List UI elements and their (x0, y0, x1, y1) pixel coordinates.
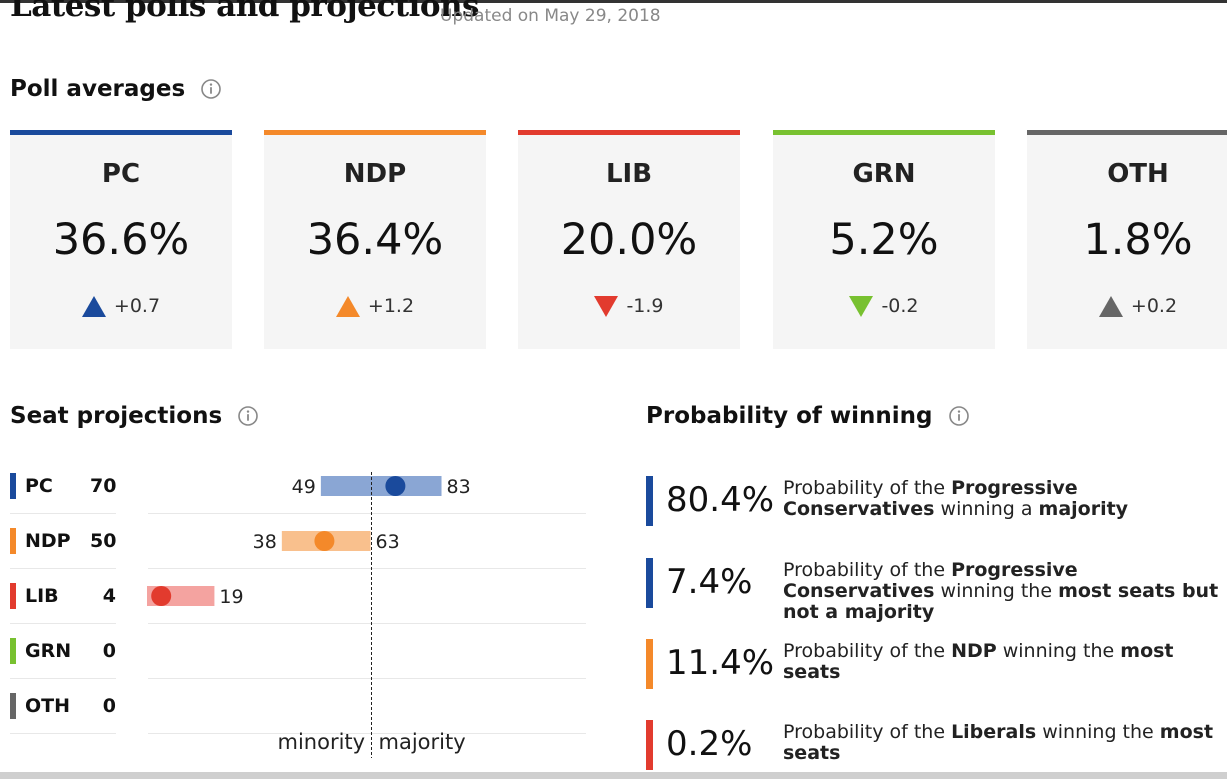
party-color-bar (646, 639, 653, 689)
party-abbr: NDP (343, 159, 407, 189)
poll-percent: 36.6% (52, 215, 190, 265)
probability-heading: Probability of winning (646, 403, 969, 429)
poll-change: -1.9 (518, 295, 740, 317)
party-abbr: LIB (605, 159, 653, 189)
party-abbr: GRN (852, 159, 916, 189)
poll-change: -0.2 (773, 295, 995, 317)
seat-count: 0 (102, 640, 116, 662)
row-divider (148, 568, 586, 569)
poll-change-value: +0.2 (1130, 295, 1178, 317)
poll-change-value: +1.2 (367, 295, 415, 317)
probability-value: 0.2% (666, 724, 753, 764)
poll-averages-heading-text: Poll averages (10, 76, 186, 102)
updated-date: Updated on May 29, 2018 (440, 6, 661, 26)
poll-change: +0.2 (1027, 295, 1227, 317)
party-abbr: LIB (25, 585, 59, 607)
party-abbr: OTH (25, 695, 71, 717)
probability-description: Probability of the Liberals winning the … (783, 721, 1214, 764)
info-icon[interactable] (238, 406, 258, 426)
poll-card-pc: PC 36.6% +0.7 (10, 130, 232, 349)
party-color-swatch (10, 693, 16, 719)
seat-row-grn: GRN 0 (10, 624, 586, 679)
poll-change-value: -0.2 (881, 295, 919, 317)
party-color-bar (646, 720, 653, 770)
row-divider (10, 513, 116, 514)
party-color-swatch (10, 638, 16, 664)
page-title: Latest polls and projections (10, 0, 480, 24)
party-color-bar (646, 558, 653, 608)
triangle-down-icon (849, 295, 874, 317)
seat-projections-heading: Seat projections (10, 403, 258, 429)
poll-card-grn: GRN 5.2% -0.2 (773, 130, 995, 349)
party-abbr: GRN (25, 640, 72, 662)
poll-card-oth: OTH 1.8% +0.2 (1027, 130, 1227, 349)
row-divider (148, 733, 586, 734)
probability-item: 80.4% Probability of the Progressive Con… (646, 476, 1221, 528)
seat-count: 4 (102, 585, 116, 607)
seat-row-ndp: NDP 50 (10, 514, 586, 569)
probability-item: 7.4% Probability of the Progressive Cons… (646, 558, 1221, 623)
party-color-swatch (10, 528, 16, 554)
info-icon[interactable] (948, 406, 969, 426)
seat-row-pc: PC 70 (10, 459, 586, 514)
top-border (0, 0, 1227, 3)
poll-percent: 20.0% (560, 215, 698, 265)
poll-percent: 1.8% (1083, 215, 1193, 265)
seat-row-lib: LIB 4 (10, 569, 586, 624)
party-abbr: NDP (25, 530, 71, 552)
poll-card-ndp: NDP 36.4% +1.2 (264, 130, 486, 349)
seat-count: 70 (90, 475, 117, 497)
bottom-scrollbar-track (0, 772, 1227, 779)
triangle-up-icon (81, 295, 106, 317)
row-divider (10, 623, 116, 624)
probability-heading-text: Probability of winning (646, 403, 933, 429)
probability-description: Probability of the NDP winning the most … (783, 640, 1174, 683)
probability-item: 0.2% Probability of the Liberals winning… (646, 720, 1221, 772)
poll-percent: 36.4% (306, 215, 444, 265)
triangle-up-icon (335, 295, 360, 317)
triangle-down-icon (594, 295, 619, 317)
poll-change-value: -1.9 (626, 295, 664, 317)
triangle-up-icon (1098, 295, 1123, 317)
party-abbr: PC (101, 159, 141, 189)
probability-description: Probability of the Progressive Conservat… (783, 477, 1129, 520)
party-color-bar (646, 476, 653, 526)
seat-projections-heading-text: Seat projections (10, 403, 223, 429)
row-divider (148, 623, 586, 624)
minority-label: minority (277, 730, 366, 754)
row-divider (10, 733, 116, 734)
row-divider (148, 513, 586, 514)
probability-value: 11.4% (666, 643, 775, 683)
poll-percent: 5.2% (829, 215, 939, 265)
party-color-swatch (10, 583, 16, 609)
probability-item: 11.4% Probability of the NDP winning the… (646, 639, 1221, 691)
party-abbr: PC (25, 475, 53, 497)
poll-change-value: +0.7 (113, 295, 161, 317)
party-abbr: OTH (1107, 159, 1169, 189)
seat-count: 50 (90, 530, 117, 552)
info-icon[interactable] (201, 79, 221, 99)
poll-cards: PC 36.6% +0.7 NDP 36.4% +1.2 LIB 20.0% -… (10, 130, 1227, 350)
row-divider (10, 568, 116, 569)
poll-change: +0.7 (10, 295, 232, 317)
probability-value: 7.4% (666, 562, 753, 602)
seat-count: 0 (102, 695, 116, 717)
poll-change: +1.2 (264, 295, 486, 317)
poll-card-lib: LIB 20.0% -1.9 (518, 130, 740, 349)
poll-averages-heading: Poll averages (10, 76, 221, 102)
row-divider (148, 678, 586, 679)
row-divider (10, 678, 116, 679)
seat-row-oth: OTH 0 (10, 679, 586, 734)
probability-description: Probability of the Progressive Conservat… (783, 559, 1219, 623)
majority-label: majority (378, 730, 466, 754)
probability-value: 80.4% (666, 480, 775, 520)
party-color-swatch (10, 473, 16, 499)
